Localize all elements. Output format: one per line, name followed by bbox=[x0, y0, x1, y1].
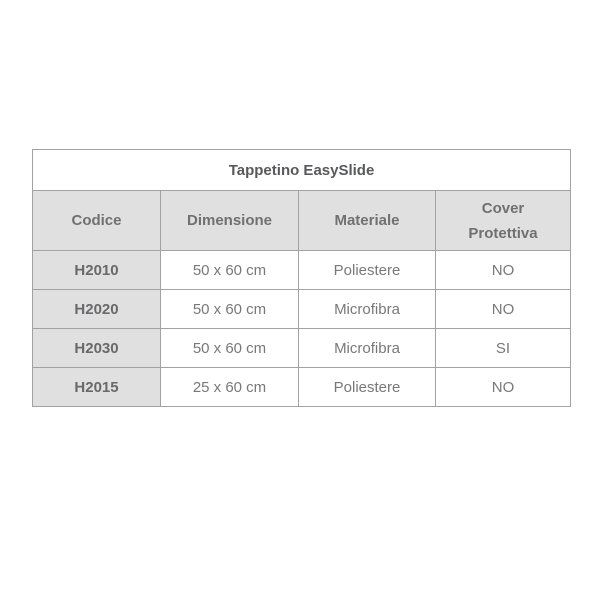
cell-codice: H2020 bbox=[32, 289, 161, 329]
product-spec-table: Tappetino EasySlide Codice Dimensione Ma… bbox=[31, 149, 572, 407]
column-header-codice: Codice bbox=[32, 190, 161, 251]
column-header-materiale: Materiale bbox=[298, 190, 436, 251]
table-header-row: Codice Dimensione Materiale Cover Protet… bbox=[32, 190, 572, 251]
cell-cover-protettiva: NO bbox=[434, 250, 572, 290]
table-row: H2010 50 x 60 cm Poliestere NO bbox=[32, 250, 572, 290]
cell-dimensione: 25 x 60 cm bbox=[160, 367, 299, 407]
cell-codice: H2015 bbox=[32, 367, 161, 407]
table-row: H2020 50 x 60 cm Microfibra NO bbox=[32, 289, 572, 329]
cell-dimensione: 50 x 60 cm bbox=[160, 289, 299, 329]
table-title: Tappetino EasySlide bbox=[31, 149, 572, 191]
cell-codice: H2030 bbox=[32, 328, 161, 368]
column-header-cover-protettiva-label: Cover Protettiva bbox=[468, 199, 538, 242]
table-row: H2015 25 x 60 cm Poliestere NO bbox=[32, 367, 572, 407]
cell-materiale: Poliestere bbox=[298, 250, 436, 290]
cell-materiale: Poliestere bbox=[298, 367, 436, 407]
table-title-row: Tappetino EasySlide bbox=[31, 149, 572, 191]
cell-cover-protettiva: NO bbox=[434, 289, 572, 329]
cell-dimensione: 50 x 60 cm bbox=[160, 250, 299, 290]
cell-dimensione: 50 x 60 cm bbox=[160, 328, 299, 368]
cell-codice: H2010 bbox=[32, 250, 161, 290]
cell-cover-protettiva: NO bbox=[434, 367, 572, 407]
cell-materiale: Microfibra bbox=[298, 289, 436, 329]
cell-materiale: Microfibra bbox=[298, 328, 436, 368]
column-header-dimensione: Dimensione bbox=[160, 190, 299, 251]
table-row: H2030 50 x 60 cm Microfibra SI bbox=[32, 328, 572, 368]
column-header-cover-protettiva: Cover Protettiva bbox=[434, 190, 572, 251]
cell-cover-protettiva: SI bbox=[434, 328, 572, 368]
